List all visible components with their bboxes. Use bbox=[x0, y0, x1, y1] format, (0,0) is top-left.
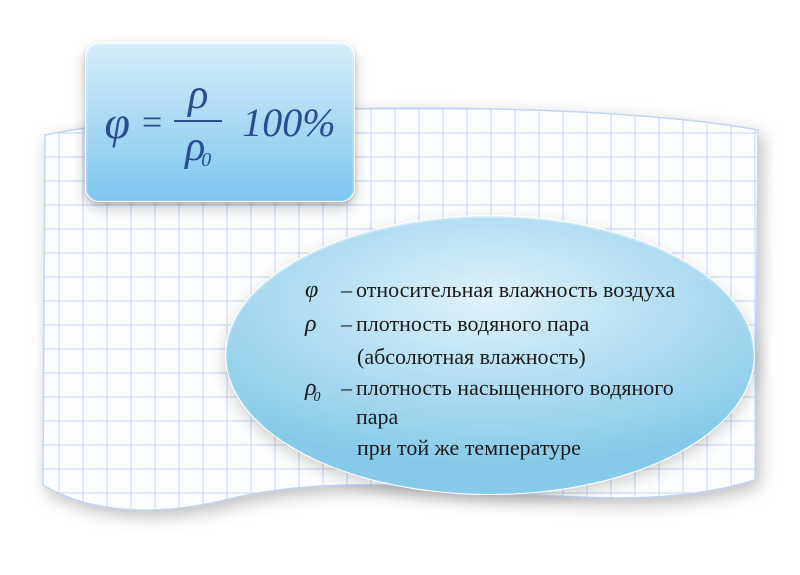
hundred-percent: 100% bbox=[242, 99, 335, 146]
legend-dash: – bbox=[341, 275, 352, 304]
legend-text-phi: относительная влажность воздуха bbox=[356, 275, 675, 304]
fraction-bar bbox=[174, 120, 222, 122]
legend-symbol-phi: φ bbox=[305, 275, 341, 307]
legend-text-rho-cont: (абсолютная влажность) bbox=[357, 342, 586, 371]
legend-symbol-rho: ρ bbox=[305, 309, 341, 341]
formula-expression: φ = ρ ρ 0 100% bbox=[104, 74, 335, 170]
legend-row-rho-cont: (абсолютная влажность) bbox=[305, 342, 715, 371]
legend-dash: – bbox=[341, 309, 352, 338]
symbol-phi: φ bbox=[104, 96, 129, 149]
fraction: ρ ρ 0 bbox=[174, 74, 222, 170]
legend-symbol-rho0: ρ0 bbox=[305, 373, 341, 405]
denominator: ρ 0 bbox=[185, 126, 211, 170]
legend-dash: – bbox=[341, 373, 352, 402]
legend-row-rho: ρ – плотность водяного пара bbox=[305, 309, 715, 341]
legend-row-phi: φ – относительная влажность воздуха bbox=[305, 275, 715, 307]
legend-text-rho0-cont: при той же температуре bbox=[357, 433, 581, 462]
formula-card: φ = ρ ρ 0 100% bbox=[85, 42, 355, 202]
denominator-subscript: 0 bbox=[201, 150, 211, 170]
legend-text-rho: плотность водяного пара bbox=[356, 309, 589, 338]
legend-row-rho0-cont: при той же температуре bbox=[305, 433, 715, 462]
legend-ellipse-container: φ – относительная влажность воздуха ρ – … bbox=[225, 215, 755, 495]
numerator-rho: ρ bbox=[188, 74, 208, 116]
equals-sign: = bbox=[142, 101, 162, 143]
legend-row-rho0: ρ0 – плотность насыщенного водяного пара bbox=[305, 373, 715, 431]
legend: φ – относительная влажность воздуха ρ – … bbox=[305, 275, 715, 464]
legend-text-rho0: плотность насыщенного водяного пара bbox=[356, 373, 715, 431]
